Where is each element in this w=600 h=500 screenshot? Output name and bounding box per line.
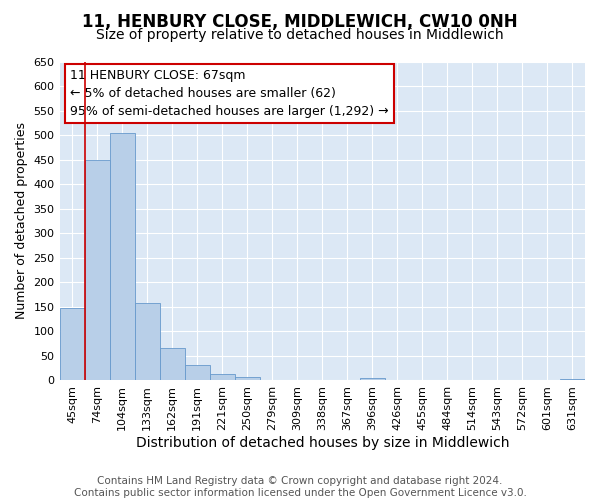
Y-axis label: Number of detached properties: Number of detached properties: [15, 122, 28, 320]
Text: 11, HENBURY CLOSE, MIDDLEWICH, CW10 0NH: 11, HENBURY CLOSE, MIDDLEWICH, CW10 0NH: [82, 12, 518, 30]
Bar: [110, 132, 134, 380]
Text: Size of property relative to detached houses in Middlewich: Size of property relative to detached ho…: [96, 28, 504, 42]
Text: 11 HENBURY CLOSE: 67sqm
← 5% of detached houses are smaller (62)
95% of semi-det: 11 HENBURY CLOSE: 67sqm ← 5% of detached…: [70, 70, 389, 118]
Text: Contains HM Land Registry data © Crown copyright and database right 2024.
Contai: Contains HM Land Registry data © Crown c…: [74, 476, 526, 498]
Bar: [185, 365, 209, 380]
Bar: [360, 378, 385, 380]
Bar: [235, 377, 260, 380]
Bar: [85, 160, 110, 380]
Bar: [59, 308, 85, 380]
Bar: [134, 304, 160, 380]
Bar: [160, 348, 185, 380]
Bar: [560, 379, 585, 380]
X-axis label: Distribution of detached houses by size in Middlewich: Distribution of detached houses by size …: [136, 436, 509, 450]
Bar: [209, 374, 235, 380]
